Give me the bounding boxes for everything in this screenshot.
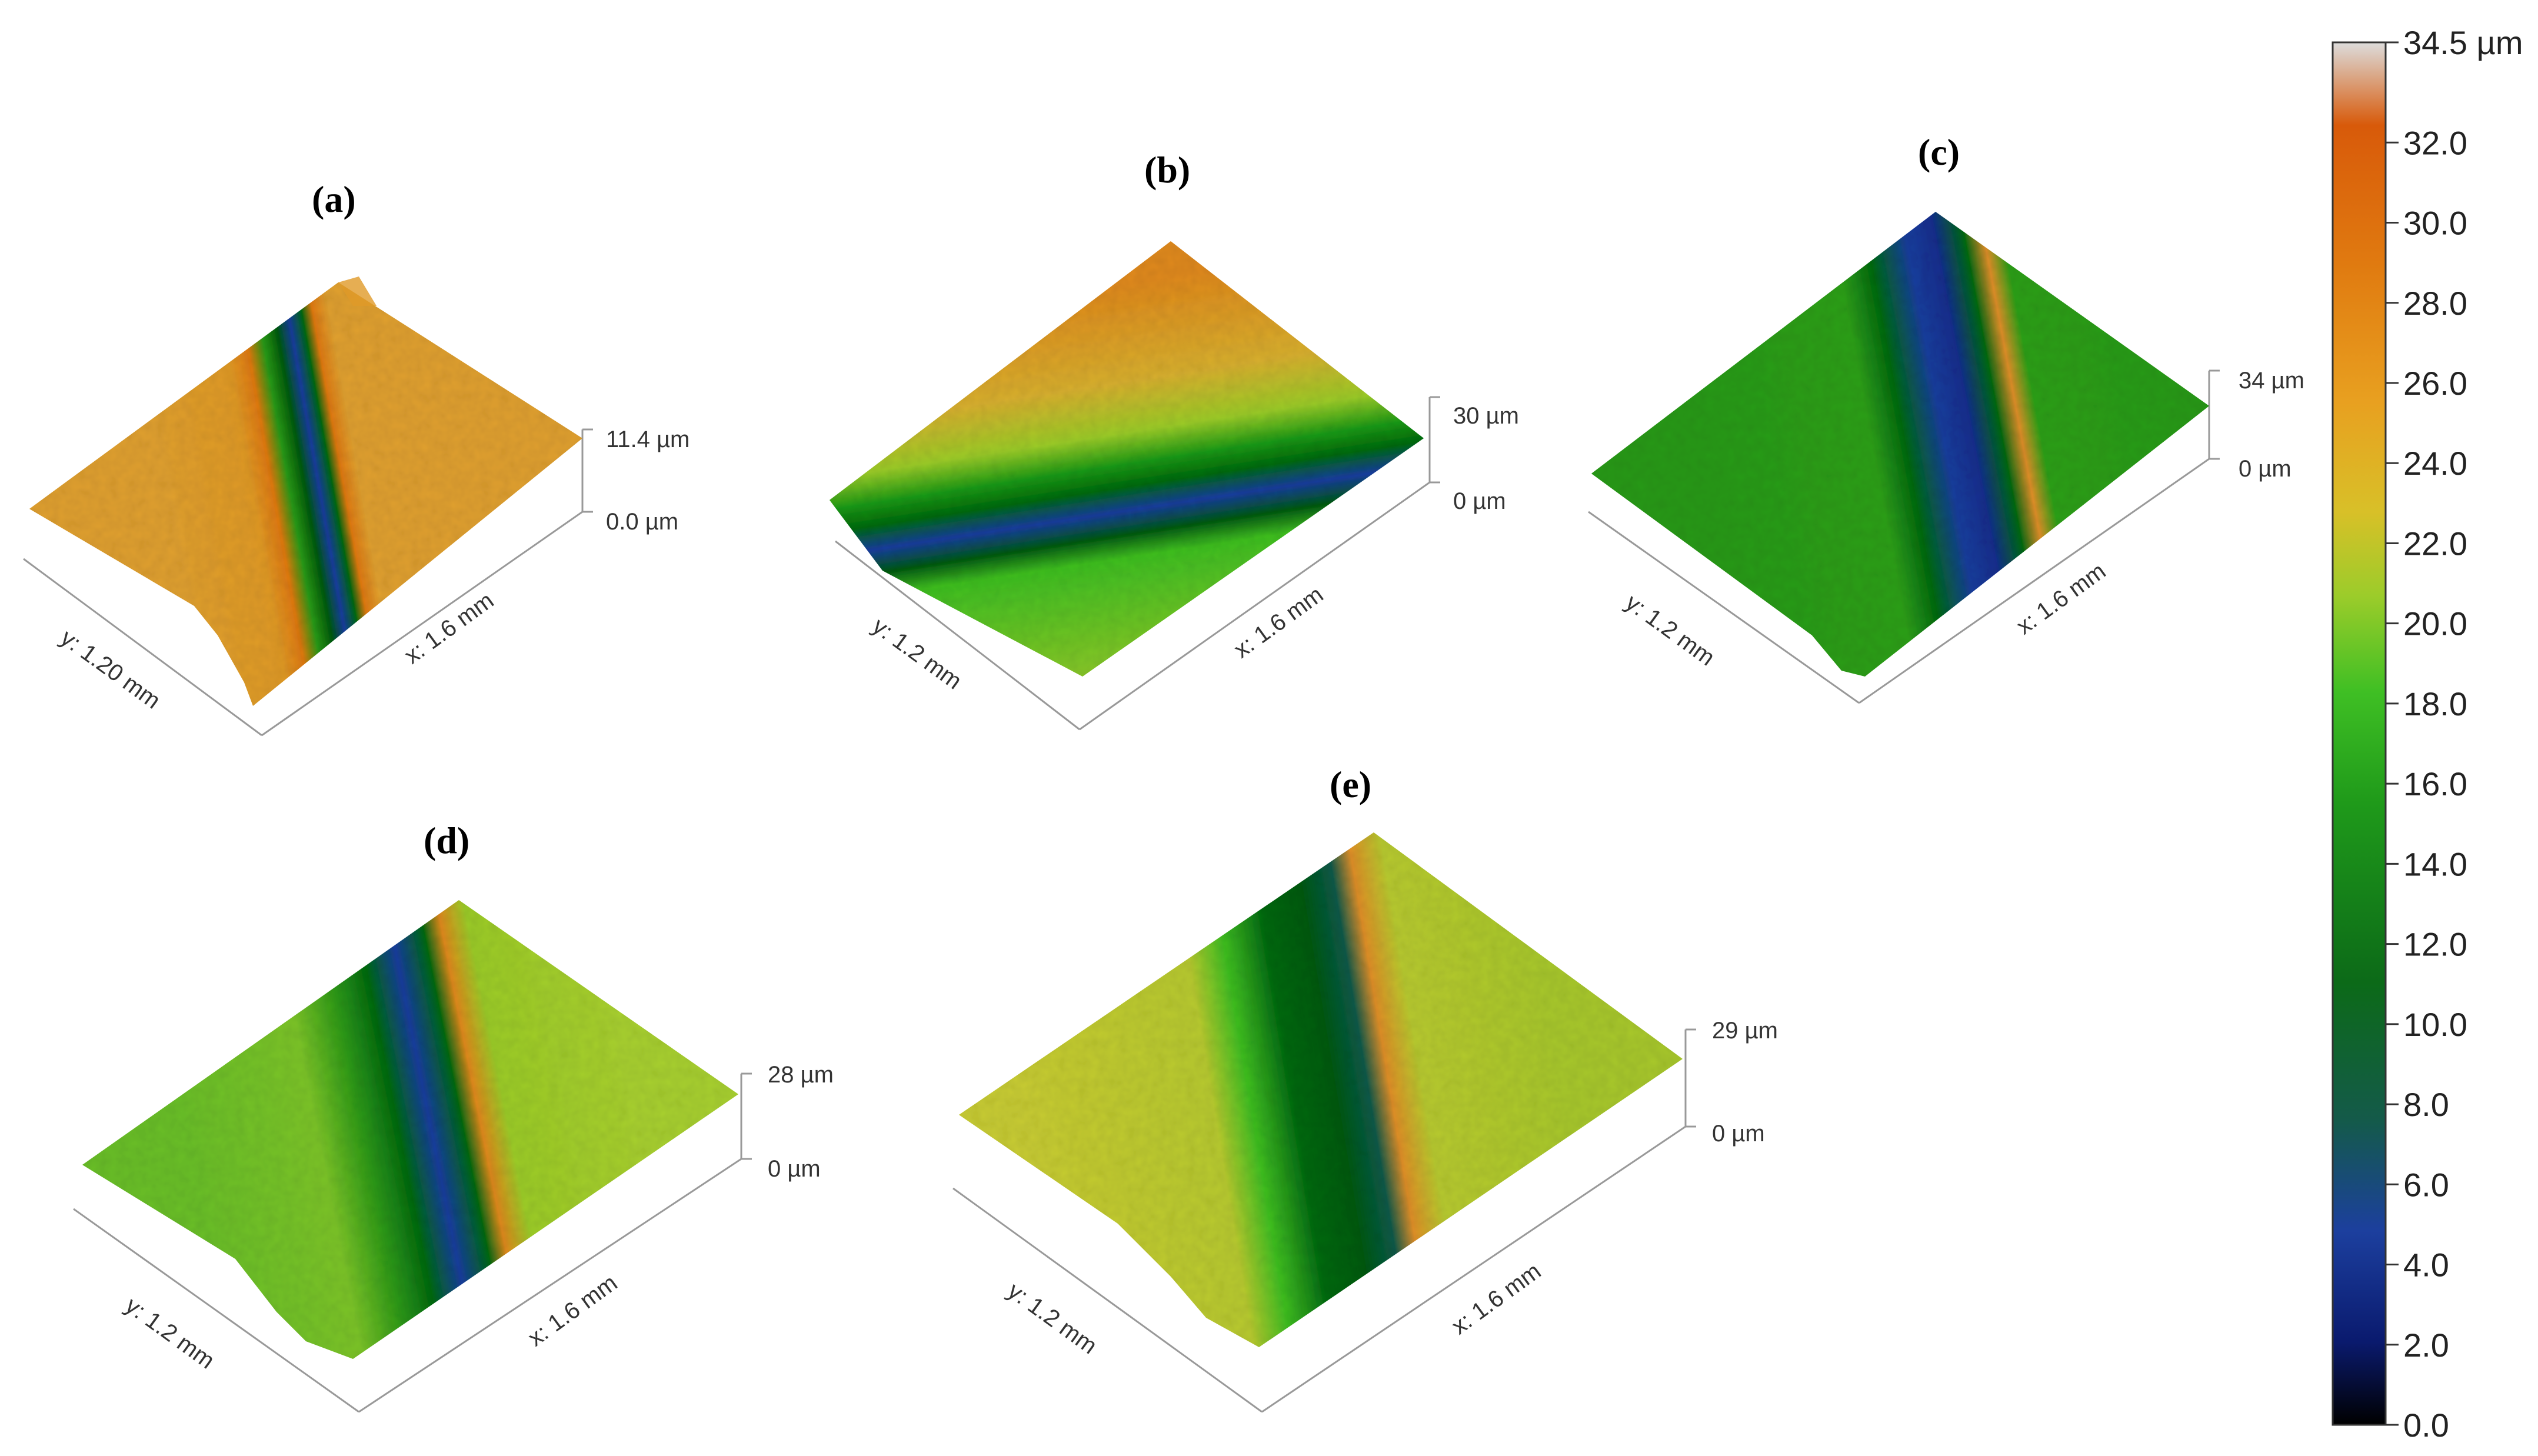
panel-e-y-axis-line xyxy=(952,1187,1263,1413)
panel-c-y-label: y: 1.2 mm xyxy=(1621,589,1720,671)
panel-e-surface xyxy=(959,832,1683,1347)
colorbar-ticks: 34.5 µm 32.0 30.0 28.0 26.0 24.0 22.0 20.0 18.0 1… xyxy=(2386,24,2523,1444)
colorbar-tick-label: 34.5 µm xyxy=(2403,24,2523,61)
panel-b-y-label: y: 1.2 mm xyxy=(868,613,967,695)
colorbar-tick-label: 30.0 xyxy=(2403,205,2467,242)
colorbar-tick-label: 16.0 xyxy=(2403,765,2467,802)
panel-c-label: (c) xyxy=(1918,131,1960,173)
panel-c-z-top: 34 µm xyxy=(2239,368,2304,394)
panel-b-x-label: x: 1.6 mm xyxy=(1229,581,1328,663)
panel-b-surface xyxy=(830,241,1424,677)
panel-e-y-label: y: 1.2 mm xyxy=(1003,1278,1102,1360)
panel-b-y-axis-line xyxy=(835,540,1080,731)
panel-a-z-bottom: 0.0 µm xyxy=(606,509,678,535)
colorbar-tick-label: 20.0 xyxy=(2403,605,2467,642)
panel-a-surface xyxy=(29,282,582,706)
colorbar-tick-label: 12.0 xyxy=(2403,926,2467,963)
colorbar-tick-label: 4.0 xyxy=(2403,1247,2449,1284)
panel-e-x-axis-line xyxy=(1261,1125,1686,1413)
panel-a-x-axis-line xyxy=(261,511,583,737)
panel-d-x-axis-line xyxy=(358,1158,742,1413)
colorbar-tick-label: 2.0 xyxy=(2403,1327,2449,1364)
panel-a-y-label: y: 1.20 mm xyxy=(56,625,165,714)
panel-b-z-top: 30 µm xyxy=(1453,403,1519,429)
colorbar-tick-label: 22.0 xyxy=(2403,525,2467,562)
panel-e: (e) 29 µm 0 µm y: 1.2 mm x: 1.6 mm xyxy=(952,764,1778,1413)
colorbar-tick-label: 24.0 xyxy=(2403,445,2467,482)
panel-e-z-bottom: 0 µm xyxy=(1712,1121,1765,1147)
panel-e-x-label: x: 1.6 mm xyxy=(1447,1258,1546,1340)
colorbar-tick-label: 32.0 xyxy=(2403,124,2467,161)
panel-a-y-axis-line xyxy=(23,558,262,737)
colorbar-tick-label: 6.0 xyxy=(2403,1166,2449,1203)
panel-d-label: (d) xyxy=(424,819,469,861)
panel-d-y-label: y: 1.2 mm xyxy=(121,1292,219,1374)
colorbar-tick-label: 26.0 xyxy=(2403,365,2467,402)
panel-e-z-top: 29 µm xyxy=(1712,1018,1778,1044)
panel-c: (c) 34 µm 0 µm y: 1.2 mm x: 1.6 mm xyxy=(1588,131,2304,704)
panel-c-y-axis-line xyxy=(1588,511,1860,704)
panel-b-x-axis-line xyxy=(1079,481,1430,731)
colorbar: 34.5 µm 32.0 30.0 28.0 26.0 24.0 22.0 20.0 18.0 1… xyxy=(2332,24,2523,1444)
colorbar-tick-label: 18.0 xyxy=(2403,685,2467,722)
panel-c-z-bottom: 0 µm xyxy=(2239,456,2291,482)
colorbar-tick-label: 14.0 xyxy=(2403,845,2467,882)
colorbar-tick-label: 8.0 xyxy=(2403,1086,2449,1123)
panel-d-z-bottom: 0 µm xyxy=(768,1156,821,1182)
panel-d-y-axis-line xyxy=(73,1208,359,1413)
panel-d-surface xyxy=(82,900,738,1359)
panel-c-x-label: x: 1.6 mm xyxy=(2011,558,2110,639)
colorbar-tick-label: 28.0 xyxy=(2403,285,2467,322)
panel-d-x-label: x: 1.6 mm xyxy=(523,1270,622,1351)
panel-e-label: (e) xyxy=(1330,764,1371,805)
colorbar-gradient xyxy=(2332,41,2387,1426)
panel-c-x-axis-line xyxy=(1858,458,2210,704)
colorbar-tick-label: 0.0 xyxy=(2403,1407,2449,1444)
panel-a-label: (a) xyxy=(312,178,356,220)
panel-a-z-top: 11.4 µm xyxy=(606,427,690,452)
panel-d: (d) 28 µm 0 µm y: 1.2 mm x: 1.6 mm xyxy=(73,819,834,1413)
panel-b: (b) 30 µm 0 µm y: 1.2 mm x: 1.6 mm xyxy=(830,149,1519,731)
panel-c-surface xyxy=(1591,212,2209,677)
panel-d-z-top: 28 µm xyxy=(768,1062,834,1088)
panel-b-label: (b) xyxy=(1144,149,1190,191)
panel-a: (a) 11.4 µm 0.0 µm y: 1.20 mm x: 1.6 mm xyxy=(23,178,690,737)
panel-b-z-bottom: 0 µm xyxy=(1453,488,1506,514)
colorbar-tick-label: 10.0 xyxy=(2403,1006,2467,1043)
